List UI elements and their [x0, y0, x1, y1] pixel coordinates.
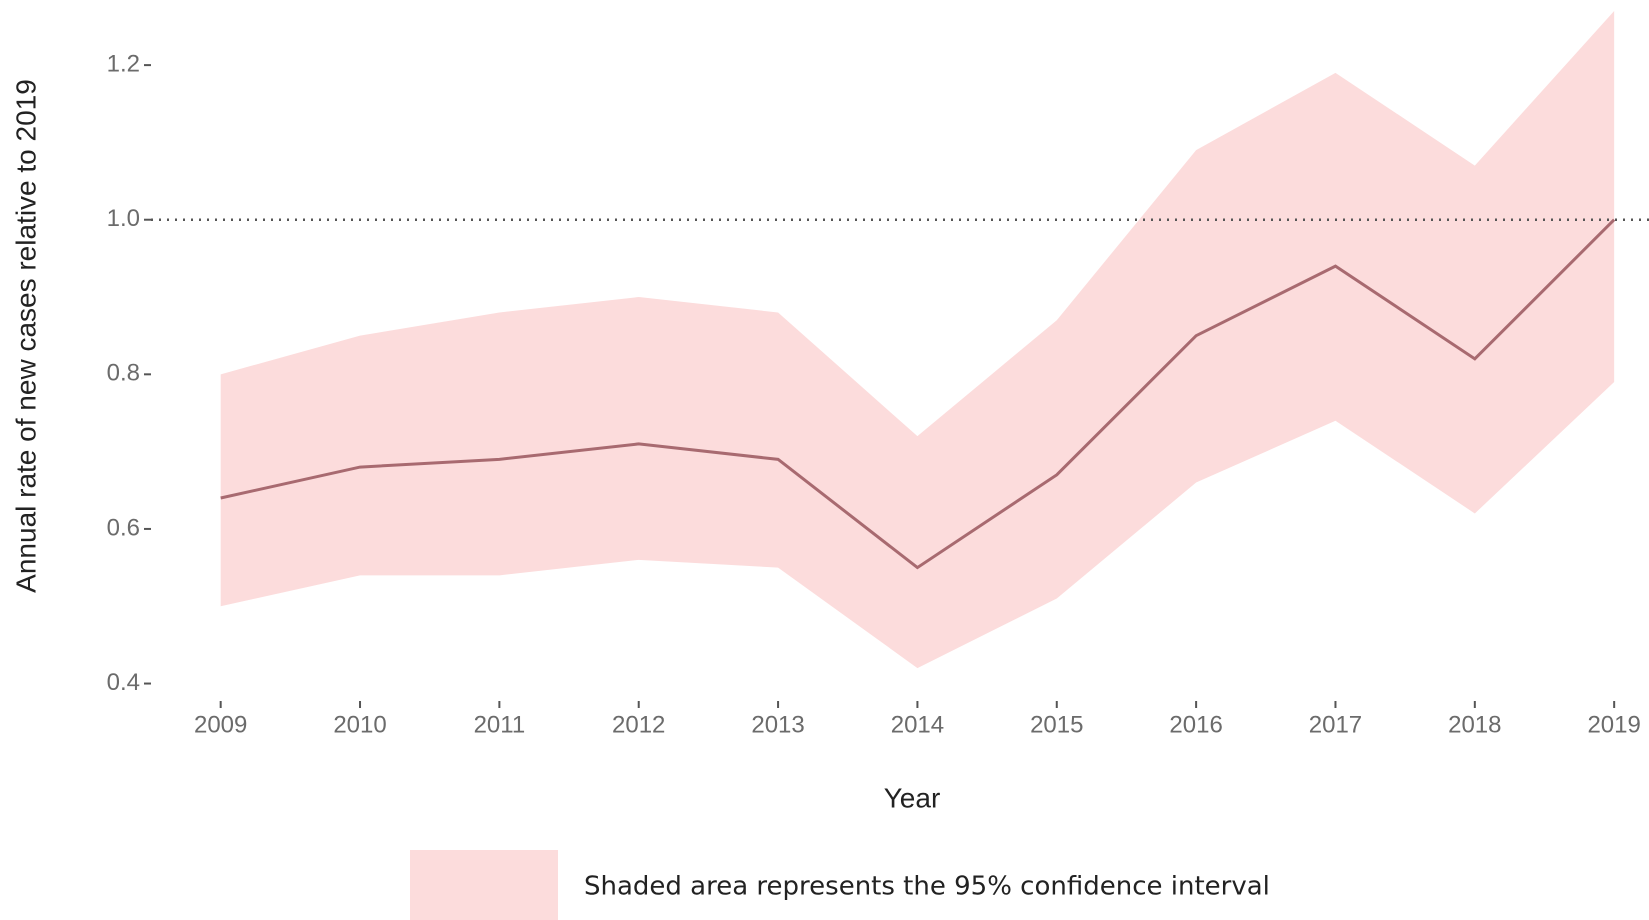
x-tick-label: 2010 [333, 711, 386, 738]
confidence-band [220, 11, 1615, 669]
y-tick-label: 1.2 [107, 50, 140, 77]
y-tick-label: 0.4 [107, 669, 140, 696]
legend-text: Shaded area represents the 95% confidenc… [584, 872, 1270, 902]
x-tick-label: 2015 [1030, 711, 1083, 738]
x-tick-label: 2013 [751, 711, 804, 738]
x-tick-label: 2019 [1587, 711, 1640, 738]
x-tick-label: 2016 [1169, 711, 1222, 738]
line [220, 218, 1616, 570]
x-tick-label: 2017 [1309, 711, 1362, 738]
x-tick-label: 2018 [1448, 711, 1501, 738]
x-axis-title: Year [884, 782, 941, 813]
x-tick-label: 2009 [194, 711, 247, 738]
y-tick-label: 1.0 [107, 205, 140, 232]
y-axis-title: Annual rate of new cases relative to 201… [10, 79, 41, 593]
x-tick-label: 2012 [612, 711, 665, 738]
legend-swatch [410, 850, 558, 920]
y-tick-label: 0.8 [107, 360, 140, 387]
x-tick-label: 2014 [891, 711, 944, 738]
x-tick-label: 2011 [474, 711, 526, 738]
y-tick-label: 0.6 [107, 514, 140, 541]
